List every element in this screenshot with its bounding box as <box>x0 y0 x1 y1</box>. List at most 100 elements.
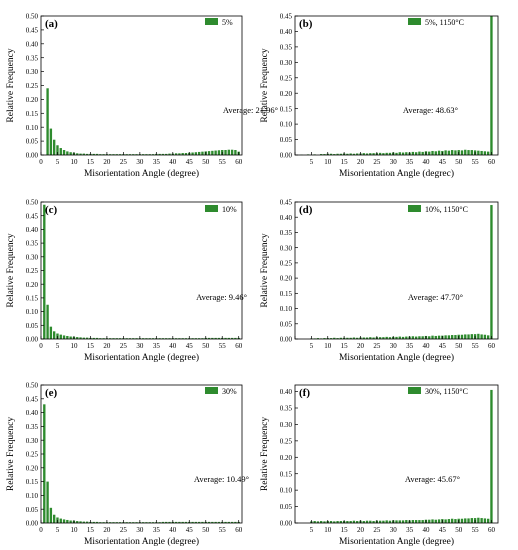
bar-f-12 <box>333 521 336 523</box>
bar-b-33 <box>401 152 405 155</box>
panel-label: (c) <box>45 204 58 216</box>
x-axis-label: Misorientation Angle (degree) <box>339 536 454 547</box>
y-tick-label: 0.10 <box>26 308 39 316</box>
bar-c-22 <box>112 338 115 339</box>
x-tick-label: 20 <box>357 342 365 350</box>
x-axis-label: Misorientation Angle (degree) <box>84 536 199 547</box>
bar-d-41 <box>428 336 431 339</box>
y-tick-label: 0.20 <box>280 275 293 283</box>
bar-d-33 <box>401 336 405 339</box>
y-tick-label: 0.30 <box>280 421 293 429</box>
bar-a-21 <box>109 154 112 155</box>
bar-e-48 <box>197 521 201 523</box>
y-axis-label: Relative Frequency <box>6 233 16 307</box>
bar-d-59 <box>487 335 490 339</box>
bar-f-56 <box>477 517 480 523</box>
bar-a-49 <box>201 151 204 155</box>
bar-e-8 <box>66 519 69 523</box>
average-annotation: Average: 45.67° <box>405 474 460 484</box>
bar-a-56 <box>224 150 227 155</box>
chart-panel-f: 0.00 0.05 0.10 0.15 0.20 0.25 0.30 0.35 0.40 5 10 1… <box>260 384 499 547</box>
bar-e-51 <box>207 521 211 523</box>
bar-e-19 <box>102 522 105 523</box>
bar-a-11 <box>76 153 79 155</box>
bar-e-53 <box>214 521 217 523</box>
y-tick-label: 0.05 <box>280 136 293 144</box>
bar-c-26 <box>125 338 128 339</box>
legend-label: 10%, 1150°C <box>425 205 468 214</box>
x-tick-label: 55 <box>472 342 480 350</box>
bar-f-38 <box>418 520 421 523</box>
x-tick-label: 10 <box>324 526 332 534</box>
bar-c-57 <box>227 337 230 339</box>
bar-a-7 <box>62 150 66 155</box>
bar-b-42 <box>431 150 434 155</box>
bar-e-14 <box>85 521 89 523</box>
x-tick-label: 5 <box>310 526 314 534</box>
bar-c-2 <box>46 304 49 339</box>
panel-label: (e) <box>45 387 58 399</box>
bar-e-1 <box>43 404 46 523</box>
bar-f-6 <box>313 521 316 523</box>
x-tick-label: 55 <box>472 526 480 534</box>
plot-frame <box>294 15 499 156</box>
bar-e-59 <box>234 521 237 523</box>
bar-a-19 <box>102 154 105 155</box>
bar-d-16 <box>346 337 349 339</box>
y-tick-label: 0.05 <box>26 322 39 330</box>
bar-c-56 <box>224 337 227 339</box>
x-axis-label: Misorientation Angle (degrec) <box>339 168 454 179</box>
y-tick-label: 0.50 <box>26 13 39 21</box>
y-tick-label: 0.30 <box>280 244 293 252</box>
bar-d-37 <box>414 336 418 339</box>
x-tick-label: 5 <box>56 526 60 534</box>
x-tick-label: 55 <box>472 158 480 166</box>
x-tick-label: 45 <box>186 158 194 166</box>
bar-a-24 <box>118 154 122 155</box>
y-tick-label: 0.25 <box>26 267 39 275</box>
x-tick-label: 60 <box>235 526 243 534</box>
bar-d-44 <box>437 335 441 339</box>
bar-b-11 <box>329 153 333 155</box>
x-tick-label: 50 <box>202 526 210 534</box>
bar-a-58 <box>230 149 234 155</box>
x-tick-label: 45 <box>186 526 194 534</box>
panel-label: (a) <box>45 18 58 30</box>
legend-label: 30%, 1150°C <box>425 387 468 396</box>
bar-d-32 <box>398 336 401 339</box>
bar-f-22 <box>365 520 369 523</box>
bar-a-23 <box>115 154 118 155</box>
y-tick-label: 0.45 <box>280 13 293 21</box>
bar-a-46 <box>191 152 194 155</box>
bar-a-33 <box>148 154 151 155</box>
x-tick-label: 15 <box>341 158 349 166</box>
bar-d-18 <box>352 337 356 339</box>
x-tick-label: 5 <box>56 342 60 350</box>
y-tick-label: 0.50 <box>26 199 39 207</box>
bar-a-8 <box>66 151 69 155</box>
x-tick-label: 55 <box>219 342 227 350</box>
bar-f-13 <box>336 521 339 523</box>
bar-a-44 <box>184 153 188 155</box>
bar-b-59 <box>487 151 490 155</box>
bar-f-28 <box>385 520 388 523</box>
bar-f-21 <box>362 521 365 523</box>
bar-c-47 <box>194 338 198 339</box>
x-tick-label: 55 <box>219 158 227 166</box>
bar-b-41 <box>428 151 431 155</box>
x-tick-label: 50 <box>202 158 210 166</box>
x-tick-label: 20 <box>357 158 365 166</box>
bar-c-11 <box>76 337 79 339</box>
bar-b-18 <box>352 153 356 155</box>
bar-e-22 <box>112 522 115 523</box>
bar-a-28 <box>132 154 135 155</box>
bar-d-56 <box>477 333 480 339</box>
y-tick-label: 0.15 <box>280 290 293 298</box>
bar-e-58 <box>230 521 234 523</box>
x-tick-label: 15 <box>87 342 95 350</box>
y-axis-label: Relative Frequency <box>260 417 270 491</box>
bar-a-34 <box>151 154 155 155</box>
bar-a-27 <box>128 154 132 155</box>
bar-b-27 <box>382 153 385 155</box>
average-annotation: Average: 9.46° <box>196 292 247 302</box>
